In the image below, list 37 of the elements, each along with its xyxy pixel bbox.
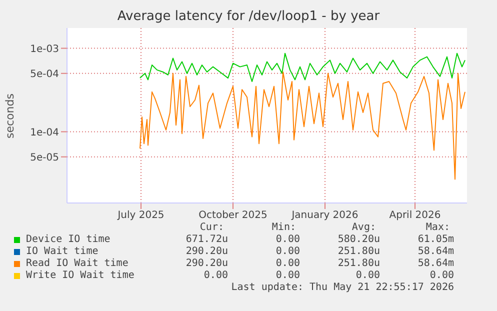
x-tick-label: January 2026 (290, 210, 358, 222)
line-series (140, 71, 466, 180)
legend-label: IO Wait time (26, 246, 98, 257)
text: 0.00 (276, 258, 300, 269)
chart-title: Average latency for /dev/loop1 - by year (116, 9, 381, 24)
legend-label: Device IO time (26, 234, 110, 245)
text: 0.00 (204, 270, 228, 281)
y-tick-label: 1e-04 (30, 127, 59, 138)
legend-label: Read IO Wait time (26, 258, 128, 269)
text: 671.72u (186, 234, 228, 245)
y-tick-label: 5e-05 (30, 152, 59, 164)
x-tick-label: April 2026 (389, 210, 441, 222)
text: Last update: Thu May 21 22:55:17 2026 (231, 282, 454, 293)
x-tick-label: October 2025 (198, 210, 268, 222)
text: 0.00 (276, 234, 300, 245)
text: Min: (272, 222, 296, 233)
text: Max: (426, 222, 450, 233)
x-tick-label: July 2025 (116, 210, 164, 222)
legend-label: Write IO Wait time (26, 270, 134, 281)
y-tick-label: 5e-04 (30, 68, 59, 80)
text: 58.64m (418, 246, 454, 257)
text: 251.80u (338, 246, 380, 257)
text: 58.64m (418, 258, 454, 269)
text: 251.80u (338, 258, 380, 269)
y-axis-title: seconds (4, 94, 16, 138)
text: Avg: (352, 222, 376, 233)
text: 580.20u (338, 234, 380, 245)
text: 0.00 (356, 270, 380, 281)
y-tick-label: 1e-03 (30, 44, 59, 55)
text: 290.20u (186, 258, 228, 269)
text: 0.00 (276, 270, 300, 281)
text: 61.05m (418, 234, 454, 245)
text: 0.00 (276, 246, 300, 257)
text: Cur: (200, 222, 224, 233)
text: 0.00 (430, 270, 454, 281)
line-series (140, 52, 466, 82)
text: 290.20u (186, 246, 228, 257)
